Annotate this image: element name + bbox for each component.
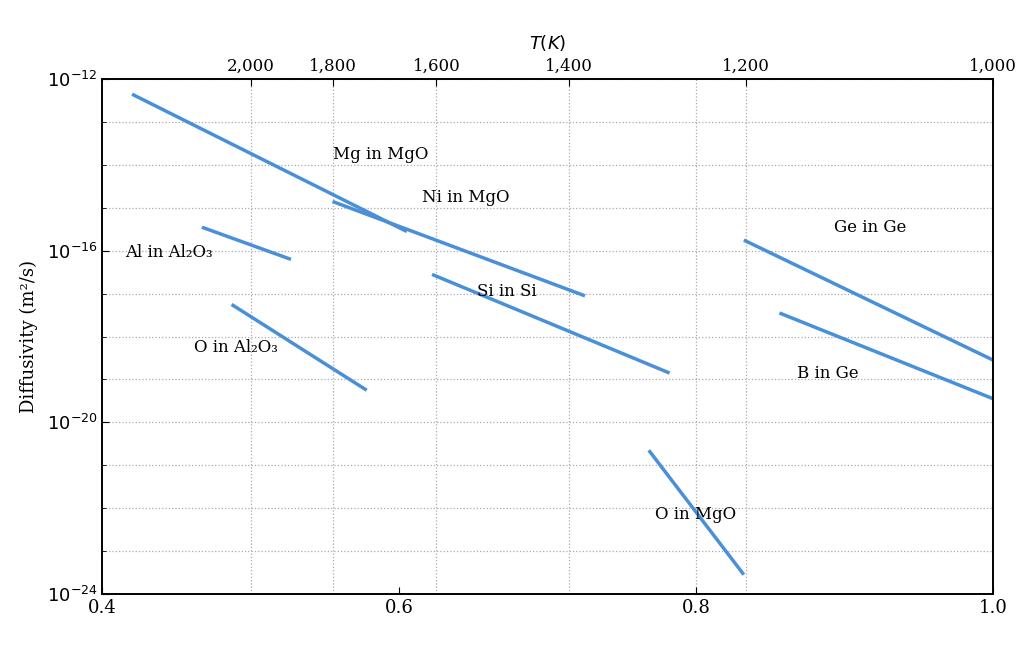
Text: B in Ge: B in Ge [798, 364, 859, 381]
Y-axis label: Diffusivity (m²/s): Diffusivity (m²/s) [20, 260, 38, 413]
Text: O in Al₂O₃: O in Al₂O₃ [195, 339, 279, 356]
Text: O in MgO: O in MgO [654, 506, 736, 523]
Text: Ni in MgO: Ni in MgO [422, 189, 509, 206]
X-axis label: $T(K)$: $T(K)$ [529, 33, 566, 53]
Text: Mg in MgO: Mg in MgO [333, 146, 428, 163]
Text: Ge in Ge: Ge in Ge [835, 218, 907, 236]
Text: Si in Si: Si in Si [476, 283, 537, 300]
Text: Al in Al₂O₃: Al in Al₂O₃ [125, 244, 212, 261]
